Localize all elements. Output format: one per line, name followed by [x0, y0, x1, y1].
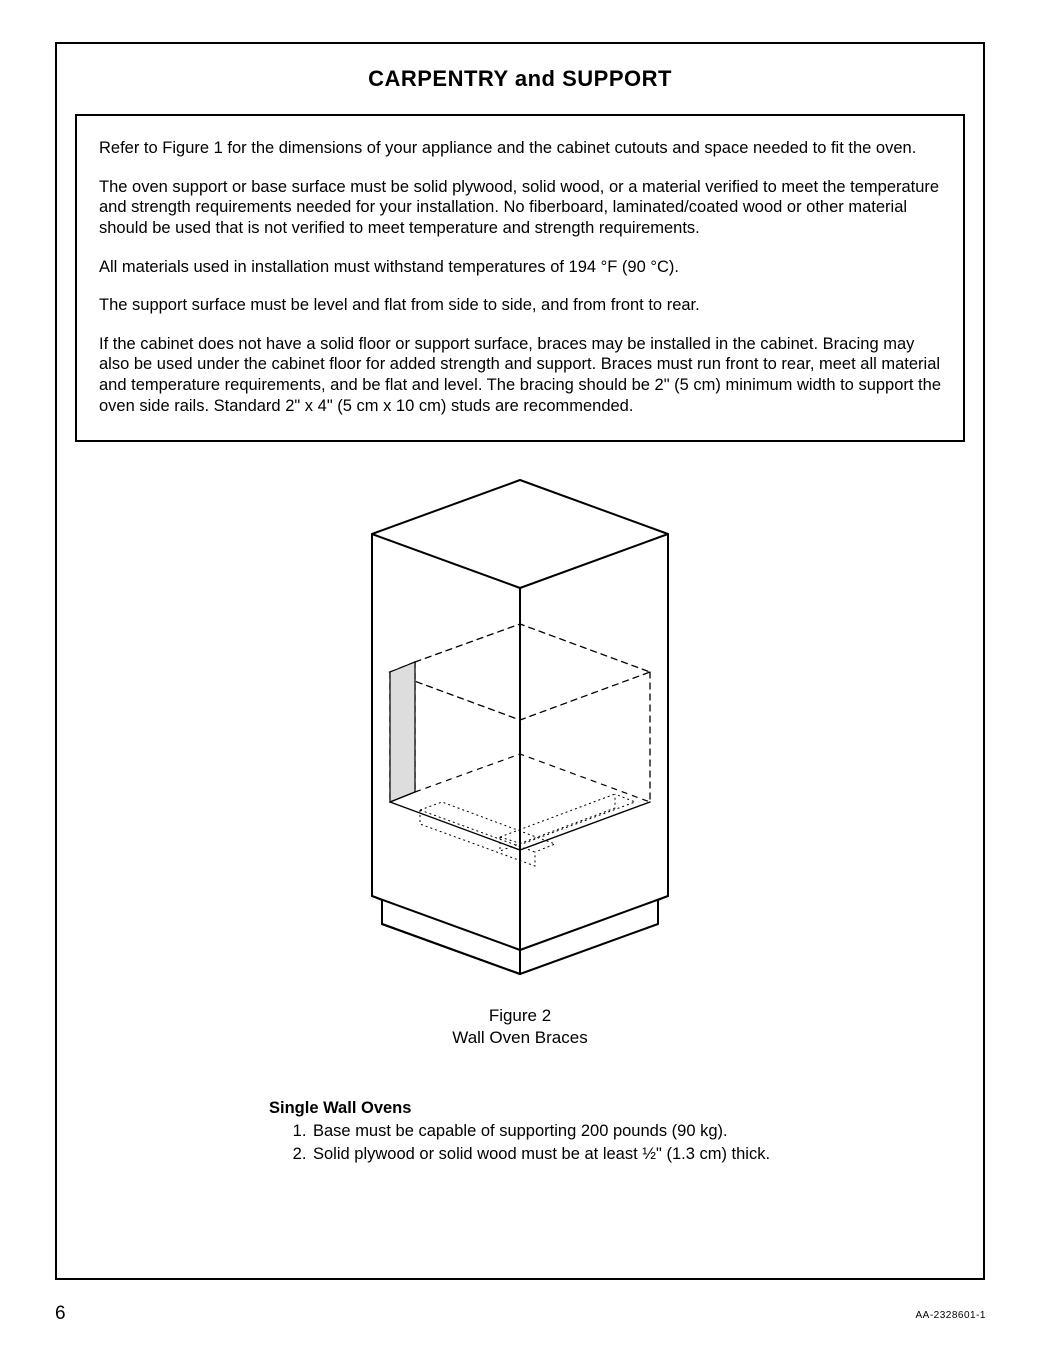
- section-heading: CARPENTRY and SUPPORT: [57, 66, 983, 92]
- figure-wrap: Figure 2 Wall Oven Braces: [57, 472, 983, 1049]
- page-number: 6: [55, 1303, 66, 1325]
- paragraph: If the cabinet does not have a solid flo…: [99, 334, 941, 417]
- list-item: Base must be capable of supporting 200 p…: [311, 1120, 983, 1142]
- figure-caption: Figure 2 Wall Oven Braces: [57, 1005, 983, 1049]
- figure-number: Figure 2: [489, 1006, 551, 1025]
- paragraph: The support surface must be level and fl…: [99, 295, 941, 316]
- list-item: Solid plywood or solid wood must be at l…: [311, 1143, 983, 1165]
- cabinet-diagram: [350, 472, 690, 992]
- single-wall-section: Single Wall Ovens Base must be capable o…: [269, 1099, 983, 1165]
- page-frame: CARPENTRY and SUPPORT Refer to Figure 1 …: [55, 42, 985, 1280]
- paragraph: Refer to Figure 1 for the dimensions of …: [99, 138, 941, 159]
- instruction-box: Refer to Figure 1 for the dimensions of …: [75, 114, 965, 442]
- single-wall-title: Single Wall Ovens: [269, 1099, 983, 1118]
- document-id: AA-2328601-1: [916, 1310, 987, 1321]
- figure-title: Wall Oven Braces: [452, 1028, 587, 1047]
- paragraph: All materials used in installation must …: [99, 257, 941, 278]
- paragraph: The oven support or base surface must be…: [99, 177, 941, 239]
